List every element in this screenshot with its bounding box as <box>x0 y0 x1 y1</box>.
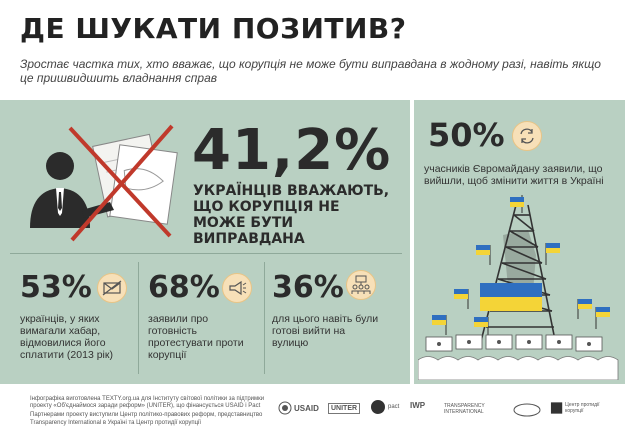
uniter-logo: UNITER <box>328 403 361 414</box>
iwp-logo: IWP <box>410 401 426 410</box>
footer-line-1: Інфографіка виготовлена TEXTY.org.ua для… <box>30 396 265 410</box>
main-percent: 41,2% <box>192 118 392 183</box>
stat-3-percent: 36% <box>272 270 344 305</box>
transparency-international-logo: TRANSPARENCY INTERNATIONAL <box>444 403 485 415</box>
stat-2-percent: 68% <box>148 270 220 305</box>
businessman-bribe-crossed-icon <box>30 124 178 242</box>
divider-vertical-2 <box>264 262 265 374</box>
pact-logo: pact <box>370 399 399 415</box>
footer-text: Інфографіка виготовлена TEXTY.org.ua для… <box>30 396 280 427</box>
usaid-logo: USAID <box>278 401 319 415</box>
page-subtitle: Зростає частка тих, хто вважає, що коруп… <box>20 57 601 85</box>
cycle-arrows-icon <box>512 121 542 151</box>
maidan-tower-illustration <box>418 195 619 380</box>
footer-line-2: Партнерами проекту виступили Центр політ… <box>30 412 263 426</box>
anticorruption-center-logo: Центр протидії корупції <box>550 401 616 415</box>
partner-oval-logo <box>512 403 542 417</box>
page-title: ДЕ ШУКАТИ ПОЗИТИВ? <box>20 12 407 45</box>
crowd-icon <box>346 270 376 300</box>
divider-horizontal <box>10 253 402 254</box>
partner-logos: USAID UNITER pact IWP TRANSPARENCY INTER… <box>278 395 618 429</box>
megaphone-icon <box>222 273 252 303</box>
crossed-envelope-icon <box>97 273 127 303</box>
stat-1-text: українців, у яких вимагали хабар, відмов… <box>20 313 113 361</box>
left-panel <box>0 100 410 384</box>
stat-3-text: для цього навіть були готові вийти на ву… <box>272 313 379 349</box>
stat-2-text: заявили про готовність протестувати прот… <box>148 313 244 361</box>
main-text: УКРАЇНЦІВ ВВАЖАЮТЬ, ЩО КОРУПЦІЯ НЕ МОЖЕ … <box>193 183 390 247</box>
right-text: учасників Євромайдану заявили, що вийшли… <box>424 163 604 187</box>
divider-vertical-1 <box>138 262 139 374</box>
stat-1-percent: 53% <box>20 270 92 305</box>
right-percent: 50% <box>428 116 505 154</box>
